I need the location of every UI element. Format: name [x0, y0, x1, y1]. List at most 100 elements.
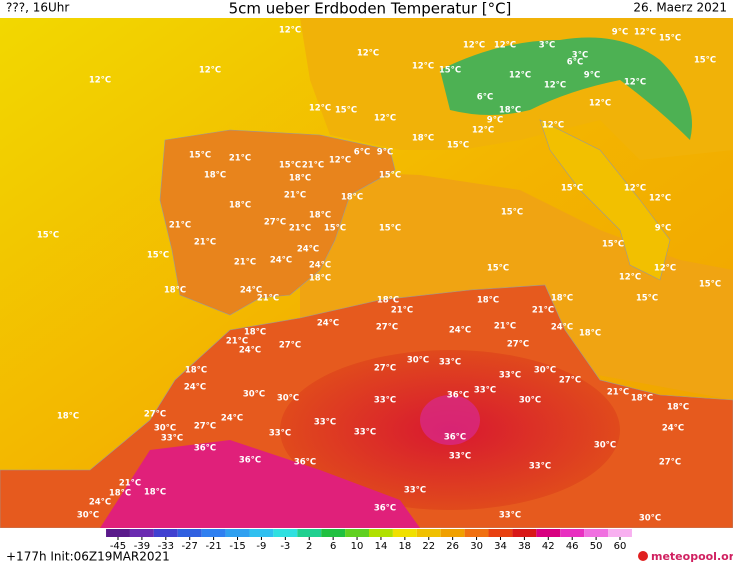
- legend-tick-label: -39: [134, 541, 150, 552]
- temperature-label: 18°C: [164, 286, 186, 296]
- temperature-label: 18°C: [289, 174, 311, 184]
- temperature-label: 24°C: [221, 414, 243, 424]
- header-bar: [0, 0, 733, 18]
- italy: [539, 119, 671, 281]
- temperature-label: 9°C: [377, 148, 393, 158]
- legend-tick-label: 42: [542, 541, 555, 552]
- temperature-label: 12°C: [509, 71, 531, 81]
- temperature-label: 33°C: [374, 396, 396, 406]
- legend-tick-label: 46: [566, 541, 579, 552]
- temperature-label: 18°C: [477, 296, 499, 306]
- legend-swatch: [177, 529, 202, 537]
- temperature-label: 12°C: [624, 78, 646, 88]
- temperature-label: 15°C: [324, 224, 346, 234]
- temperature-label: 33°C: [529, 462, 551, 472]
- temperature-label: 30°C: [407, 356, 429, 366]
- legend-tick-label: -21: [205, 541, 221, 552]
- temperature-label: 30°C: [154, 424, 176, 434]
- temperature-label: 27°C: [659, 458, 681, 468]
- legend-swatch: [488, 529, 513, 537]
- temperature-label: 9°C: [655, 224, 671, 234]
- temperature-label: 12°C: [619, 273, 641, 283]
- temperature-label: 21°C: [284, 191, 306, 201]
- temperature-label: 30°C: [594, 441, 616, 451]
- legend-tick-label: -45: [110, 541, 126, 552]
- legend-swatch: [440, 529, 465, 537]
- temperature-label: 30°C: [243, 390, 265, 400]
- legend-swatch: [345, 529, 369, 537]
- temperature-label: 33°C: [499, 511, 521, 521]
- temperature-label: 21°C: [229, 154, 251, 164]
- temperature-label: 30°C: [77, 511, 99, 521]
- legend-tick-label: 50: [590, 541, 603, 552]
- header-left: ???, 16Uhr: [6, 1, 69, 15]
- legend-tick-label: 2: [306, 541, 312, 552]
- legend-tick-label: 34: [494, 541, 507, 552]
- map-area: [0, 18, 733, 529]
- alps: [440, 37, 692, 140]
- temperature-label: 12°C: [634, 28, 656, 38]
- legend-tick-label: 22: [422, 541, 435, 552]
- temperature-label: 18°C: [579, 329, 601, 339]
- temperature-label: 33°C: [354, 428, 376, 438]
- legend-swatch: [106, 529, 130, 537]
- temperature-label: 9°C: [584, 71, 600, 81]
- temperature-label: 18°C: [499, 106, 521, 116]
- temperature-label: 15°C: [447, 141, 469, 151]
- temperature-label: 24°C: [297, 245, 319, 255]
- temperature-label: 3°C: [572, 51, 588, 61]
- legend-swatch: [392, 529, 417, 537]
- legend-swatch: [273, 529, 298, 537]
- legend-swatch: [153, 529, 178, 537]
- legend-swatch: [560, 529, 585, 537]
- temperature-label: 27°C: [264, 218, 286, 228]
- temperature-label: 15°C: [335, 106, 357, 116]
- temperature-label: 15°C: [37, 231, 59, 241]
- legend-tick-label: 26: [446, 541, 459, 552]
- temperature-label: 30°C: [534, 366, 556, 376]
- temperature-label: 6°C: [477, 93, 493, 103]
- temperature-label: 12°C: [649, 194, 671, 204]
- temperature-label: 30°C: [277, 394, 299, 404]
- temperature-label: 27°C: [144, 410, 166, 420]
- legend-swatch: [584, 529, 609, 537]
- temperature-label: 21°C: [169, 221, 191, 231]
- temperature-label: 24°C: [317, 319, 339, 329]
- temperature-label: 18°C: [144, 488, 166, 498]
- legend-tick-label: -3: [280, 541, 290, 552]
- temperature-label: 36°C: [294, 458, 316, 468]
- temperature-label: 6°C: [567, 58, 583, 68]
- temperature-label: 15°C: [602, 240, 624, 250]
- iberia: [159, 129, 396, 316]
- temperature-label: 24°C: [551, 323, 573, 333]
- temperature-label: 21°C: [194, 238, 216, 248]
- legend-tick-label: 18: [398, 541, 411, 552]
- temperature-label: 6°C: [354, 148, 370, 158]
- temperature-label: 15°C: [501, 208, 523, 218]
- temperature-label: 33°C: [314, 418, 336, 428]
- temperature-label: 24°C: [309, 261, 331, 271]
- temperature-label: 21°C: [226, 337, 248, 347]
- temperature-label: 12°C: [309, 104, 331, 114]
- temperature-label: 36°C: [447, 391, 469, 401]
- temperature-label: 24°C: [449, 326, 471, 336]
- temperature-label: 27°C: [559, 376, 581, 386]
- temperature-label: 21°C: [302, 161, 324, 171]
- temperature-label: 15°C: [189, 151, 211, 161]
- legend-swatch: [249, 529, 274, 537]
- temperature-label: 15°C: [147, 251, 169, 261]
- temperature-label: 15°C: [694, 56, 716, 66]
- temperature-label: 12°C: [89, 76, 111, 86]
- legend-swatch: [297, 529, 322, 537]
- temperature-label: 18°C: [229, 201, 251, 211]
- temperature-label: 21°C: [257, 294, 279, 304]
- brand-icon: [638, 551, 648, 561]
- legend-tick-label: -9: [256, 541, 266, 552]
- legend-tick-label: 10: [351, 541, 364, 552]
- med-sea: [300, 170, 733, 400]
- temperature-label: 21°C: [494, 322, 516, 332]
- legend-tick-label: 60: [614, 541, 627, 552]
- legend-swatch: [608, 529, 632, 537]
- temperature-label: 24°C: [662, 424, 684, 434]
- temperature-label: 15°C: [699, 280, 721, 290]
